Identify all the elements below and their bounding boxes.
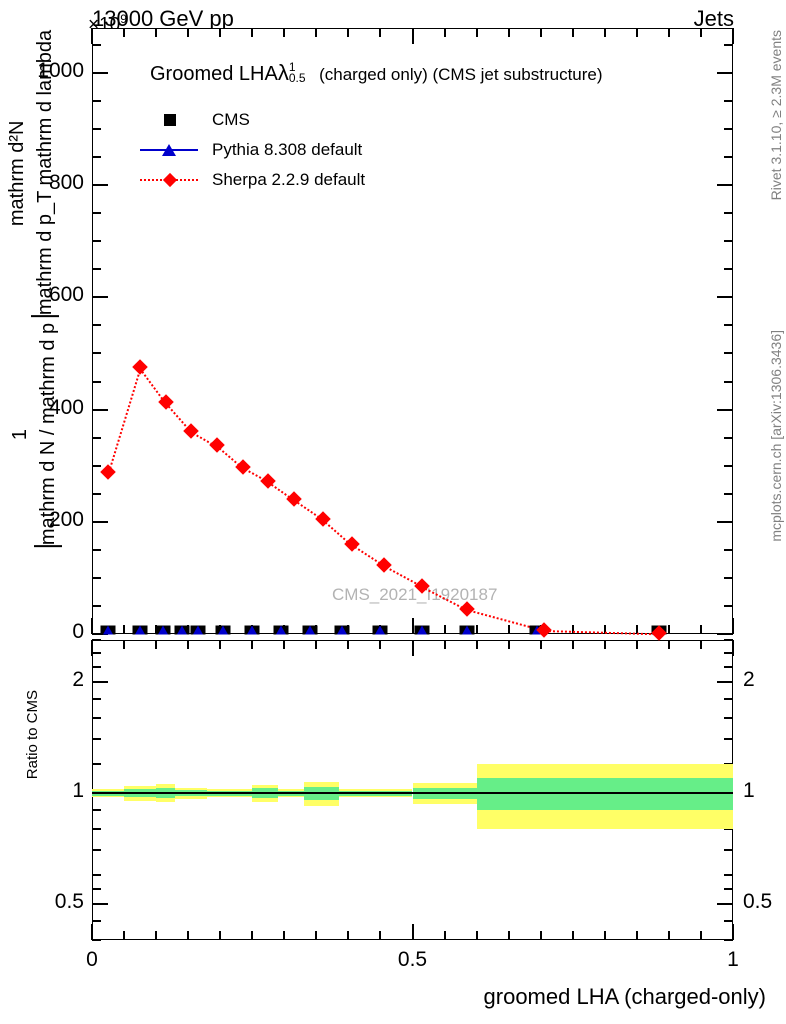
lambda-sub: 0.5 <box>288 71 306 85</box>
ylabel-denominator: mathrm d p_T mathrm d lambda <box>31 30 59 318</box>
ylabel-numerator: mathrm d²N <box>6 120 28 227</box>
x-tick-label: 0.5 <box>397 948 428 971</box>
y-axis-title-inner-fraction: mathrm d²N mathrm d p_T mathrm d lambda <box>3 30 59 318</box>
cms-marker-key <box>140 110 198 130</box>
rivet-version-note: Rivet 3.1.10, ≥ 2.3M events <box>768 30 784 201</box>
process-label: Jets <box>693 6 734 31</box>
plot-title-prefix: Groomed LHA <box>150 63 278 85</box>
lambda-symbol: λ <box>277 60 289 85</box>
x-axis-title: groomed LHA (charged-only) <box>483 984 766 1009</box>
y-axis-title-outer-fraction: 1 mathrm d N / mathrm d p <box>2 322 66 548</box>
ylabel-prefix: 1 <box>9 429 31 441</box>
ratio-y-tick-label-right: 1 <box>743 779 755 803</box>
ylabel-prefix-den: mathrm d N / mathrm d p <box>34 322 62 548</box>
legend-label-pythia: Pythia 8.308 default <box>212 140 363 159</box>
ratio-plot-frame <box>92 640 733 940</box>
legend-label-sherpa: Sherpa 2.2.9 default <box>212 170 366 189</box>
ratio-y-tick-label: 0.5 <box>54 890 84 914</box>
pythia-marker-key <box>140 140 198 160</box>
ratio-y-axis-title: Ratio to CMS <box>24 690 41 780</box>
legend-label-cms: CMS <box>212 110 250 129</box>
plot-title: Groomed LHAλ 1 0.5 (charged only) (CMS jet… <box>150 60 603 86</box>
y-axis-title: 1 mathrm d N / mathrm d p mathrm d²N math… <box>2 30 62 630</box>
ratio-y-tick-label-right: 2 <box>743 668 755 692</box>
plot-title-suffix: (charged only) (CMS jet substructure) <box>319 65 603 84</box>
x-tick-label: 0 <box>86 948 98 971</box>
beam-energy-label: 13000 GeV pp <box>92 6 234 31</box>
legend-item-cms[interactable]: CMS <box>140 105 365 135</box>
ratio-y-tick-label-right: 0.5 <box>743 890 773 914</box>
mcplots-reference-note: mcplots.cern.ch [arXiv:1306.3436] <box>768 330 784 542</box>
legend-item-sherpa[interactable]: Sherpa 2.2.9 default <box>140 165 365 195</box>
legend-item-pythia[interactable]: Pythia 8.308 default <box>140 135 365 165</box>
analysis-watermark: CMS_2021_I1920187 <box>332 585 498 604</box>
ratio-y-tick-label: 2 <box>72 668 84 692</box>
ratio-y-tick-label: 1 <box>72 779 84 803</box>
legend: CMS Pythia 8.308 default Sherpa 2.2.9 de… <box>140 105 365 195</box>
sherpa-marker-key <box>140 170 198 190</box>
lambda-sup: 1 <box>288 60 296 75</box>
x-tick-label: 1 <box>727 948 739 971</box>
